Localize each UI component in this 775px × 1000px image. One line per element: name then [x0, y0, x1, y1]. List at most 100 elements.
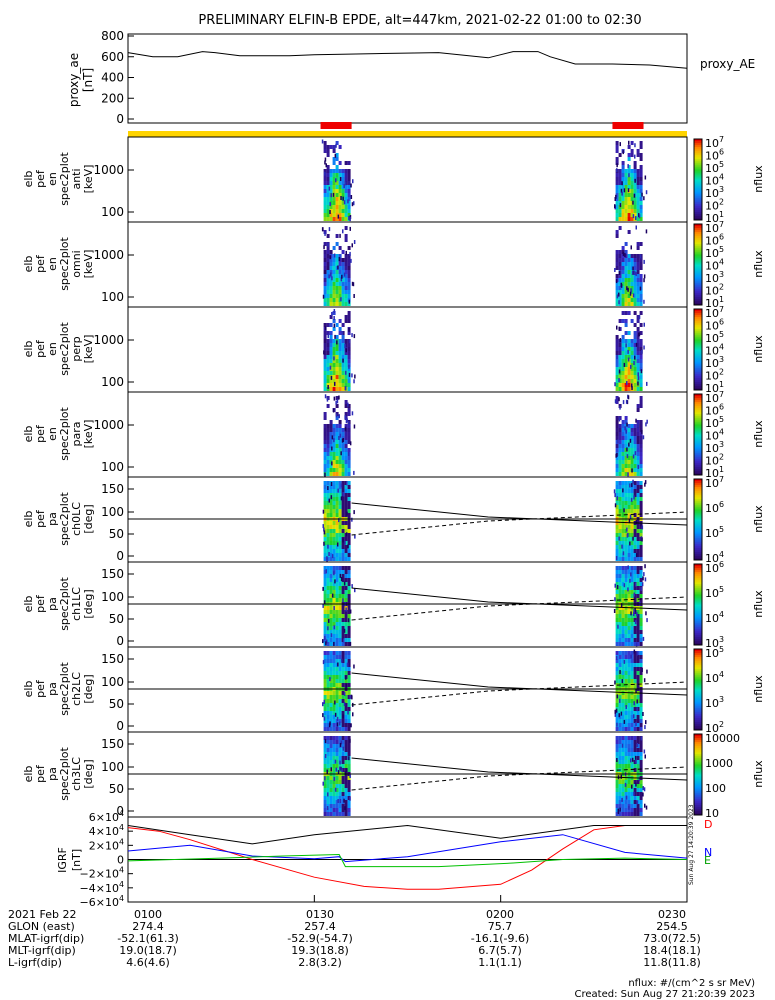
- spec-cell: [344, 185, 348, 189]
- spec-cell: [627, 424, 631, 428]
- spec-cell: [338, 347, 342, 351]
- spec-cell: [636, 339, 640, 343]
- spec-cell: [615, 173, 619, 177]
- spec-cell: [621, 768, 625, 772]
- spec-cell: [624, 452, 628, 456]
- spec-speckle: [633, 193, 636, 198]
- spec-speckle: [323, 245, 325, 250]
- spec-cell: [329, 282, 333, 286]
- spec-cell: [615, 493, 619, 497]
- spec-cell: [627, 383, 631, 387]
- colorbar-cell: [694, 189, 702, 193]
- spec-cell: [332, 695, 336, 699]
- spec-cell: [639, 258, 643, 262]
- spec-cell: [621, 667, 625, 671]
- spec-cell: [341, 444, 345, 448]
- spec-cell: [323, 630, 327, 634]
- spec-cell: [627, 448, 631, 452]
- spec-speckle: [614, 680, 616, 685]
- spec-cell: [338, 387, 342, 391]
- spec-cell: [341, 363, 345, 367]
- spec-cell: [323, 335, 327, 339]
- spec-cell: [335, 416, 339, 420]
- spec-cell: [341, 533, 345, 537]
- spec-cell: [326, 302, 330, 306]
- spec-cell: [624, 634, 628, 638]
- spec-cell: [347, 481, 351, 485]
- colorbar-cell: [694, 551, 702, 555]
- colorbar-tick-label: 101: [705, 465, 724, 480]
- spec-cell: [636, 181, 640, 185]
- spec-cell: [621, 432, 625, 436]
- colorbar-cell: [694, 387, 702, 391]
- spec-cell: [615, 614, 619, 618]
- spec-cell: [627, 525, 631, 529]
- spec-cell: [323, 436, 327, 440]
- spec-cell: [338, 606, 342, 610]
- spec-cell: [332, 598, 336, 602]
- spec-cell: [639, 557, 643, 561]
- spec-cell: [636, 472, 640, 476]
- spec-cell: [630, 440, 634, 444]
- spec-cell: [639, 493, 643, 497]
- spec-speckle: [620, 774, 622, 779]
- spec-cell: [633, 294, 637, 298]
- spec-cell: [636, 553, 640, 557]
- spec-cell: [341, 302, 345, 306]
- spec-cell: [618, 796, 622, 800]
- spec-cell: [323, 217, 327, 221]
- spec-cell: [332, 270, 336, 274]
- colorbar-tick-label: 106: [705, 403, 724, 418]
- spec-cell: [329, 169, 333, 173]
- spec-cell: [633, 537, 637, 541]
- spec-cell: [329, 796, 333, 800]
- spec-cell: [630, 578, 634, 582]
- spec-speckle: [343, 638, 345, 643]
- spec-speckle: [616, 496, 619, 501]
- spec-cell: [621, 804, 625, 808]
- colorbar-cell: [694, 434, 702, 438]
- spec-speckle: [350, 195, 353, 199]
- spec-cell: [323, 667, 327, 671]
- colorbar-cell: [694, 614, 702, 618]
- colorbar-cell: [694, 507, 702, 510]
- spec-speckle: [642, 576, 644, 581]
- spec-cell: [627, 566, 631, 570]
- spec-frame: [127, 136, 688, 223]
- spec-cell: [341, 485, 345, 489]
- spec-cell: [621, 319, 625, 323]
- spec-cell: [344, 485, 348, 489]
- spec-cell: [326, 574, 330, 578]
- spec-cell: [633, 663, 637, 667]
- spec-cell: [347, 270, 351, 274]
- spec-cell: [639, 796, 643, 800]
- spec-cell: [344, 169, 348, 173]
- spec-cell: [329, 533, 333, 537]
- spec-cell: [329, 748, 333, 752]
- spec-cell: [323, 266, 327, 270]
- spec-cell: [338, 740, 342, 744]
- spec-cell: [338, 383, 342, 387]
- spec-speckle: [616, 163, 618, 168]
- spec-ylabel-line: omni: [70, 250, 83, 277]
- footer-row-l: L-igrf(dip): [8, 957, 62, 968]
- spec-cell: [618, 638, 622, 642]
- spec-speckle: [347, 452, 350, 456]
- colorbar-tick-label: 105: [705, 585, 724, 600]
- spec-cell: [624, 197, 628, 201]
- spec-cell: [332, 169, 336, 173]
- colorbar-cell: [694, 406, 702, 409]
- spec-cell: [636, 525, 640, 529]
- spec-cell: [621, 606, 625, 610]
- spec-cell: [332, 736, 336, 740]
- spec-cell: [332, 638, 336, 642]
- spec-cell: [341, 497, 345, 501]
- spec-cell: [618, 594, 622, 598]
- spec-cell: [326, 719, 330, 723]
- spec-cell: [627, 533, 631, 537]
- colorbar-cell: [694, 800, 702, 804]
- spec-cell: [639, 780, 643, 784]
- spec-speckle: [322, 713, 324, 718]
- spec-cell: [621, 468, 625, 472]
- spec-cell: [630, 703, 634, 707]
